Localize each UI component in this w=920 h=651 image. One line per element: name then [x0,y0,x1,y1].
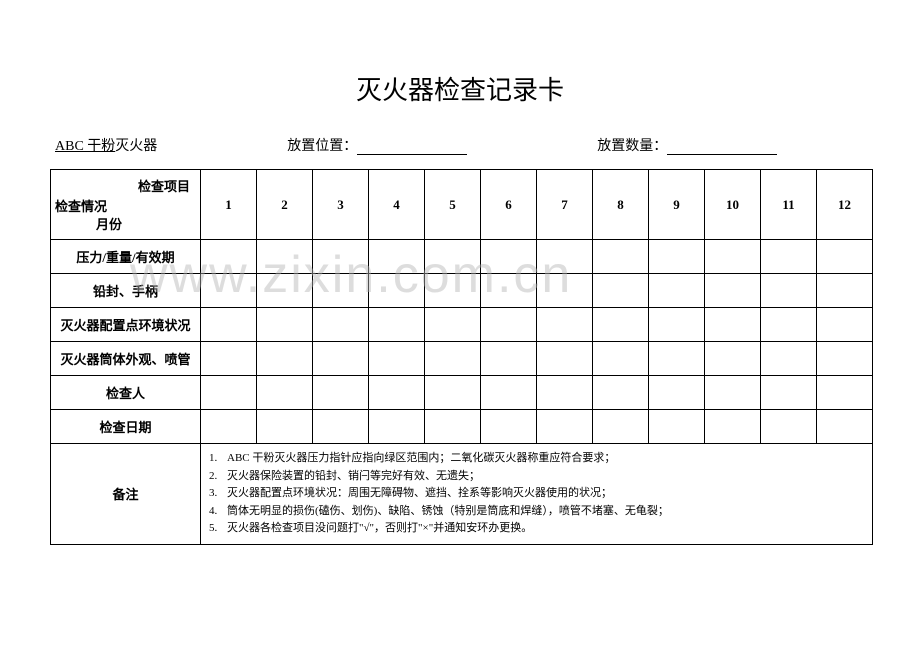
table-row: 铅封、手柄 [51,274,873,308]
row-label-date: 检查日期 [51,410,201,444]
quantity-blank [667,139,777,155]
note-item: 2.灭火器保险装置的铅封、销闩等完好有效、无遗失； [209,468,864,486]
month-6: 6 [481,170,537,240]
row-label-environment: 灭火器配置点环境状况 [51,308,201,342]
month-1: 1 [201,170,257,240]
quantity-field: 放置数量： [597,135,777,155]
header-label-cell: 检查项目 检查情况 月份 [51,170,201,240]
month-2: 2 [257,170,313,240]
notes-label: 备注 [51,444,201,545]
row-label-seal: 铅封、手柄 [51,274,201,308]
row-label-inspector: 检查人 [51,376,201,410]
info-row: ABC 干粉灭火器 放置位置： 放置数量： [50,135,870,155]
notes-row: 备注 1.ABC 干粉灭火器压力指针应指向绿区范围内；二氧化碳灭火器称重应符合要… [51,444,873,545]
row-label-body: 灭火器筒体外观、喷管 [51,342,201,376]
notes-cell: 1.ABC 干粉灭火器压力指针应指向绿区范围内；二氧化碳灭火器称重应符合要求； … [201,444,873,545]
note-item: 3.灭火器配置点环境状况：周围无障碍物、遮挡、拴系等影响灭火器使用的状况； [209,485,864,503]
device-type: ABC 干粉灭火器 [55,135,157,155]
month-3: 3 [313,170,369,240]
location-blank [357,139,467,155]
page-title: 灭火器检查记录卡 [50,70,870,107]
inspection-table: 检查项目 检查情况 月份 1 2 3 4 5 6 7 8 9 10 11 12 … [50,169,873,545]
month-12: 12 [817,170,873,240]
location-field: 放置位置： [287,135,467,155]
table-row: 压力/重量/有效期 [51,240,873,274]
month-11: 11 [761,170,817,240]
device-suffix: 灭火器 [115,135,157,155]
note-item: 1.ABC 干粉灭火器压力指针应指向绿区范围内；二氧化碳灭火器称重应符合要求； [209,450,864,468]
month-4: 4 [369,170,425,240]
month-5: 5 [425,170,481,240]
note-item: 5.灭火器各检查项目没问题打"√"，否则打"×"并通知安环办更换。 [209,520,864,538]
month-7: 7 [537,170,593,240]
header-mid-label: 检查情况 [55,196,107,215]
row-label-pressure: 压力/重量/有效期 [51,240,201,274]
table-row: 检查人 [51,376,873,410]
month-8: 8 [593,170,649,240]
table-row: 灭火器配置点环境状况 [51,308,873,342]
note-item: 4.筒体无明显的损伤(磕伤、划伤)、缺陷、锈蚀（特别是筒底和焊缝），喷管不堵塞、… [209,503,864,521]
month-10: 10 [705,170,761,240]
header-bottom-label: 月份 [96,214,122,233]
location-label: 放置位置： [287,135,357,155]
table-row: 灭火器筒体外观、喷管 [51,342,873,376]
month-9: 9 [649,170,705,240]
table-row: 检查日期 [51,410,873,444]
header-top-label: 检查项目 [138,176,190,195]
quantity-label: 放置数量： [597,135,667,155]
header-row: 检查项目 检查情况 月份 1 2 3 4 5 6 7 8 9 10 11 12 [51,170,873,240]
device-label-underline: ABC 干粉 [55,135,115,155]
